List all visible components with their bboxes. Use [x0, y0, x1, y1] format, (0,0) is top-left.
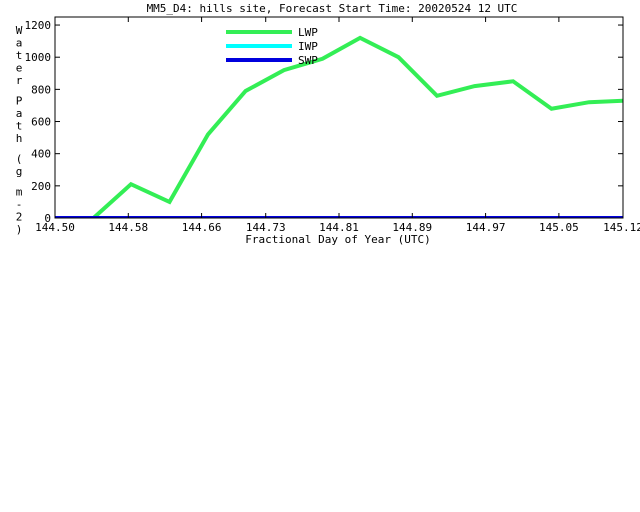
- y-tick-label: 600: [31, 116, 51, 129]
- y-axis-label-char: ): [16, 223, 23, 236]
- x-tick-label: 144.89: [392, 221, 432, 234]
- y-axis-label-char: t: [16, 120, 23, 133]
- chart-title: MM5_D4: hills site, Forecast Start Time:…: [147, 2, 518, 15]
- x-tick-label: 144.81: [319, 221, 359, 234]
- y-axis-label-char: e: [16, 62, 23, 75]
- y-tick-label: 800: [31, 83, 51, 96]
- y-tick-label: 200: [31, 180, 51, 193]
- y-axis-label-char: m: [16, 186, 23, 199]
- y-axis-label-char: h: [16, 132, 23, 145]
- y-axis-label-char: (: [16, 153, 23, 166]
- y-axis-label-char: a: [16, 107, 23, 120]
- y-axis-label-char: g: [16, 165, 23, 178]
- y-axis-label-char: r: [16, 74, 23, 87]
- x-tick-label: 144.73: [246, 221, 286, 234]
- x-axis-label: Fractional Day of Year (UTC): [245, 233, 430, 246]
- x-tick-label: 144.66: [182, 221, 222, 234]
- x-tick-label: 144.58: [108, 221, 148, 234]
- y-axis-label-char: -: [16, 198, 23, 211]
- y-axis-label-char: P: [16, 95, 23, 108]
- y-tick-label: 0: [44, 212, 51, 225]
- y-tick-label: 400: [31, 148, 51, 161]
- x-tick-label: 144.97: [466, 221, 506, 234]
- plot-area: 144.50 144.58 144.66 144.73 144.81 144.89 144.…: [25, 16, 640, 234]
- y-axis-label-char: t: [16, 49, 23, 62]
- y-axis-label-char: a: [16, 37, 23, 50]
- y-axis-label-char: W: [16, 24, 23, 37]
- x-tick-label: 145.05: [539, 221, 579, 234]
- legend-label-lwp: LWP: [298, 26, 318, 39]
- x-tick-label: 144.50: [35, 221, 75, 234]
- x-tick-label: 145.12: [603, 221, 640, 234]
- series-line-lwp: [92, 35, 623, 218]
- legend-label-swp: SWP: [298, 54, 318, 67]
- y-tick-label: 1000: [25, 51, 52, 64]
- y-axis-label-char: 2: [16, 211, 23, 224]
- y-tick-label: 1200: [25, 19, 52, 32]
- legend-label-iwp: IWP: [298, 40, 318, 53]
